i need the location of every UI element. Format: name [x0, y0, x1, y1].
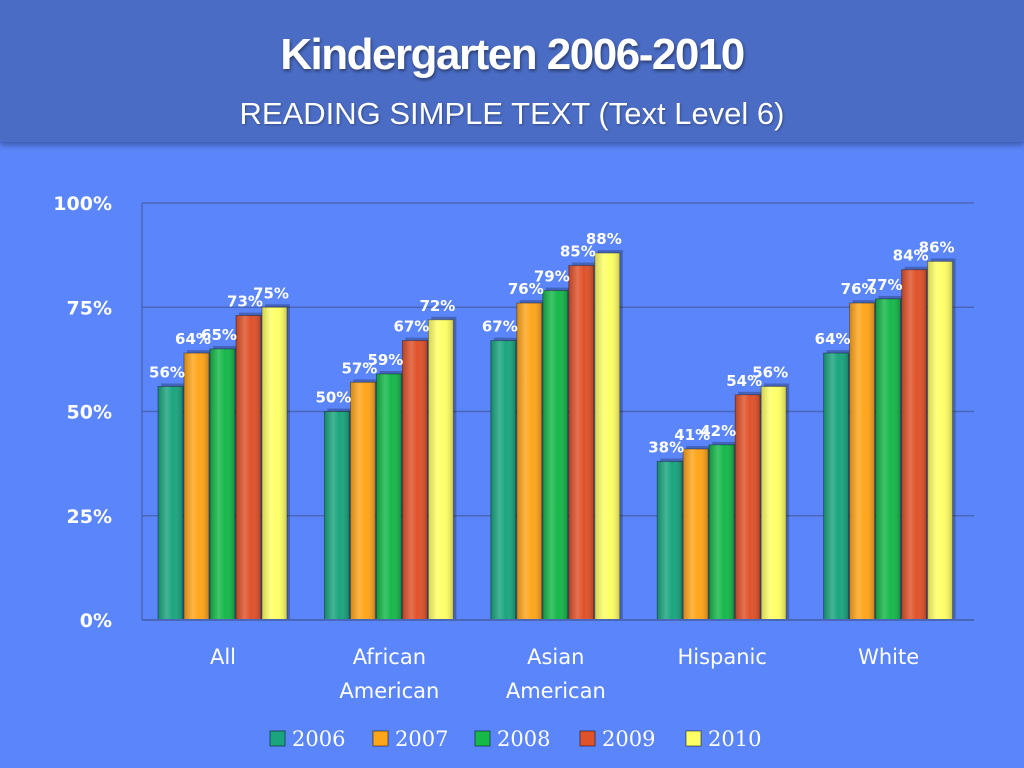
- data-label: 67%: [482, 318, 518, 336]
- bar-highlight: [516, 303, 542, 620]
- legend-label-2010: 2010: [708, 727, 761, 751]
- data-label: 72%: [419, 297, 455, 315]
- bar-highlight: [402, 340, 428, 620]
- x-tick-label: All: [210, 645, 236, 669]
- legend-label-2007: 2007: [395, 727, 448, 751]
- y-tick-label: 100%: [53, 193, 112, 215]
- bar-highlight: [927, 261, 953, 620]
- legend-swatch-2008: [474, 730, 491, 747]
- bars: [157, 250, 956, 621]
- data-label: 73%: [227, 293, 263, 311]
- bar-highlight: [657, 461, 683, 620]
- bar-highlight: [594, 253, 620, 621]
- data-labels: 56%64%65%73%75%50%57%59%67%72%67%76%79%8…: [149, 230, 955, 457]
- header: Kindergarten 2006-2010 READING SIMPLE TE…: [0, 0, 1024, 142]
- bar-highlight: [823, 353, 849, 620]
- bar-highlight: [236, 315, 261, 620]
- data-label: 59%: [367, 351, 403, 369]
- legend: 2006 2007 2008 2009 2010: [269, 727, 761, 751]
- bar-highlight: [184, 353, 209, 620]
- data-label: 76%: [508, 280, 544, 298]
- data-label: 38%: [648, 439, 684, 457]
- legend-swatch-2009: [579, 730, 596, 747]
- bar-highlight: [490, 340, 516, 620]
- x-tick-label: American: [339, 679, 439, 703]
- data-label: 77%: [867, 276, 903, 294]
- y-tick-label: 0%: [80, 610, 112, 632]
- data-label: 41%: [674, 426, 710, 444]
- bar-highlight: [761, 386, 787, 620]
- data-label: 56%: [752, 363, 788, 381]
- data-label: 84%: [893, 247, 929, 265]
- bar-highlight: [324, 411, 350, 620]
- data-label: 86%: [919, 238, 955, 256]
- legend-swatch-2010: [685, 730, 702, 747]
- x-tick-label: American: [506, 679, 606, 703]
- y-tick-label: 75%: [67, 297, 112, 319]
- bar-highlight: [568, 265, 594, 620]
- legend-swatch-2006: [269, 730, 286, 747]
- data-label: 65%: [201, 326, 237, 344]
- data-label: 56%: [149, 363, 185, 381]
- bar-highlight: [210, 348, 235, 620]
- bar-highlight: [875, 298, 901, 620]
- data-label: 57%: [341, 359, 377, 377]
- bar-highlight: [901, 269, 927, 620]
- data-label: 85%: [560, 243, 596, 261]
- bar-highlight: [709, 444, 735, 620]
- bar-highlight: [428, 319, 454, 620]
- data-label: 75%: [253, 284, 289, 302]
- legend-label-2009: 2009: [602, 727, 655, 751]
- x-tick-label: White: [858, 645, 919, 669]
- x-tick-label: Asian: [527, 645, 584, 669]
- y-tick-label: 25%: [67, 506, 112, 528]
- data-label: 54%: [726, 372, 762, 390]
- data-label: 64%: [175, 330, 211, 348]
- data-label: 64%: [815, 330, 851, 348]
- data-label: 88%: [586, 230, 622, 248]
- data-label: 79%: [534, 268, 570, 286]
- bar-highlight: [350, 382, 376, 620]
- data-label: 67%: [393, 318, 429, 336]
- data-label: 76%: [841, 280, 877, 298]
- bar-highlight: [542, 290, 568, 620]
- axes: 0% 25% 50% 75% 100% All African American Asian Am…: [53, 193, 974, 703]
- legend-label-2008: 2008: [497, 727, 550, 751]
- y-tick-label: 50%: [67, 402, 112, 424]
- bar-highlight: [735, 394, 761, 620]
- x-tick-label: African: [353, 645, 426, 669]
- bar-highlight: [683, 449, 709, 620]
- chart-subtitle: READING SIMPLE TEXT (Text Level 6): [239, 96, 785, 131]
- legend-swatch-2007: [372, 730, 389, 747]
- legend-label-2006: 2006: [292, 727, 345, 751]
- bar-highlight: [158, 386, 183, 620]
- x-tick-label: Hispanic: [677, 645, 766, 669]
- data-label: 42%: [700, 422, 736, 440]
- data-label: 50%: [315, 389, 351, 407]
- chart-title: Kindergarten 2006-2010: [280, 30, 745, 79]
- bar-highlight: [849, 303, 875, 620]
- bar-highlight: [262, 307, 287, 620]
- bar-highlight: [376, 373, 402, 620]
